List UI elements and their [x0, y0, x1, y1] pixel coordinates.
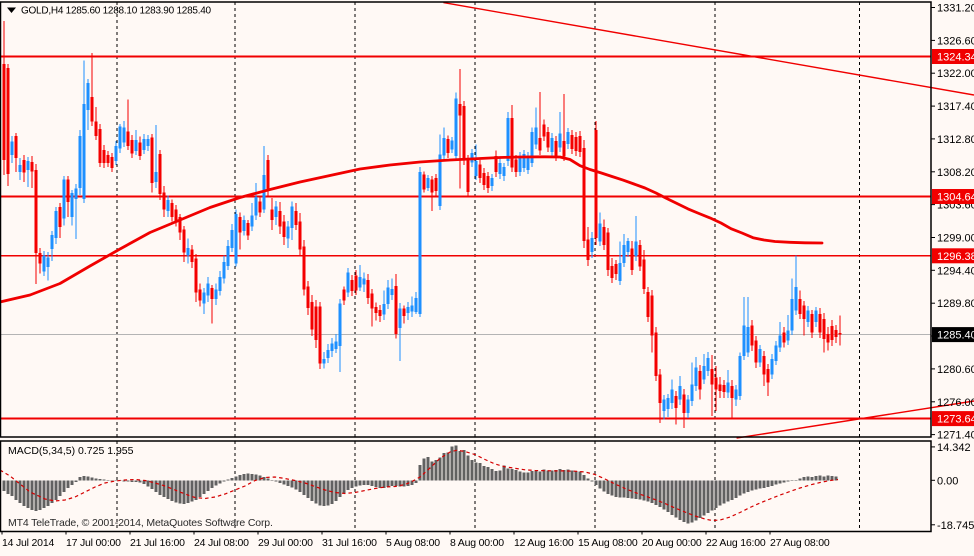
svg-text:1308.20: 1308.20 — [937, 167, 974, 179]
svg-text:1312.80: 1312.80 — [937, 134, 974, 146]
svg-text:1273.64: 1273.64 — [937, 414, 974, 426]
svg-text:1304.64: 1304.64 — [937, 192, 974, 204]
svg-text:1285.40: 1285.40 — [937, 330, 974, 342]
svg-text:0.00: 0.00 — [937, 475, 958, 487]
svg-text:-18.745: -18.745 — [937, 520, 974, 532]
svg-text:22 Aug 16:00: 22 Aug 16:00 — [706, 537, 766, 549]
svg-text:8 Aug 00:00: 8 Aug 00:00 — [450, 537, 504, 549]
svg-text:21 Jul 16:00: 21 Jul 16:00 — [130, 537, 185, 549]
svg-text:1289.80: 1289.80 — [937, 298, 974, 310]
svg-text:1322.00: 1322.00 — [937, 68, 974, 80]
svg-text:14 Jul 2014: 14 Jul 2014 — [2, 537, 54, 549]
svg-text:27 Aug 08:00: 27 Aug 08:00 — [770, 537, 830, 549]
svg-text:1296.38: 1296.38 — [937, 251, 974, 263]
svg-text:15 Aug 08:00: 15 Aug 08:00 — [578, 537, 638, 549]
svg-text:29 Jul 00:00: 29 Jul 00:00 — [258, 537, 313, 549]
svg-text:14.342: 14.342 — [937, 442, 971, 454]
svg-text:1294.40: 1294.40 — [937, 265, 974, 277]
svg-text:1299.00: 1299.00 — [937, 233, 974, 245]
svg-text:1331.20: 1331.20 — [937, 3, 974, 15]
svg-text:31 Jul 16:00: 31 Jul 16:00 — [322, 537, 377, 549]
svg-text:MT4 TeleTrade, © 2001-2014, Me: MT4 TeleTrade, © 2001-2014, MetaQuotes S… — [8, 517, 273, 529]
svg-text:1324.34: 1324.34 — [937, 52, 974, 64]
svg-text:5 Aug 08:00: 5 Aug 08:00 — [386, 537, 440, 549]
svg-text:1326.60: 1326.60 — [937, 35, 974, 47]
svg-text:MACD(5,34,5) 0.725 1.955: MACD(5,34,5) 0.725 1.955 — [8, 445, 134, 457]
svg-text:20 Aug 00:00: 20 Aug 00:00 — [642, 537, 702, 549]
svg-text:17 Jul 00:00: 17 Jul 00:00 — [66, 537, 121, 549]
svg-text:GOLD,H4 1285.60 1288.10 1283.: GOLD,H4 1285.60 1288.10 1283.90 1285.40 — [21, 6, 212, 17]
svg-text:12 Aug 16:00: 12 Aug 16:00 — [514, 537, 574, 549]
svg-text:1271.40: 1271.40 — [937, 430, 974, 442]
svg-text:1276.00: 1276.00 — [937, 397, 974, 409]
svg-text:1280.60: 1280.60 — [937, 364, 974, 376]
svg-text:24 Jul 08:00: 24 Jul 08:00 — [194, 537, 249, 549]
svg-text:1317.40: 1317.40 — [937, 101, 974, 113]
